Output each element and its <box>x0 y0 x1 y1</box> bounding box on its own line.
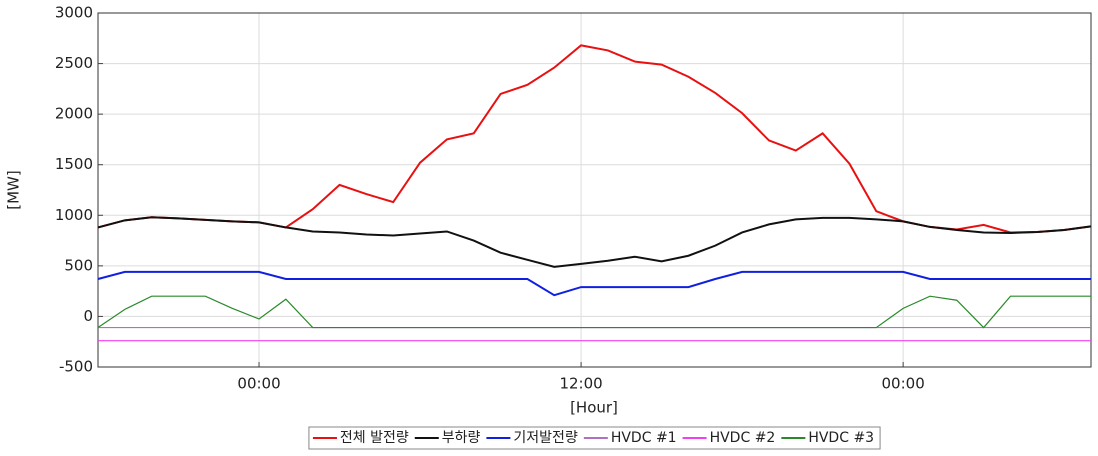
y-tick-label: 0 <box>83 307 93 325</box>
legend-label: 기저발전량 <box>513 430 578 446</box>
x-tick-label: 00:00 <box>237 375 280 393</box>
series-line <box>97 270 1091 297</box>
y-tick-label: 1000 <box>55 206 93 224</box>
y-tick-label: 500 <box>64 256 93 274</box>
y-tick-label: 1500 <box>55 155 93 173</box>
legend: 전체 발전량 부하량 기저발전량 HVDC #1 HVDC #2 HVDC #3 <box>308 426 881 450</box>
y-tick-label: 2500 <box>55 54 93 72</box>
y-tick-label: 3000 <box>55 4 93 22</box>
legend-label: HVDC #3 <box>808 430 874 446</box>
series-line <box>97 216 1092 268</box>
x-tick-label: 00:00 <box>882 375 925 393</box>
x-tick-label: 12:00 <box>559 375 602 393</box>
legend-label: HVDC #2 <box>710 430 776 446</box>
legend-label: HVDC #1 <box>611 430 677 446</box>
plot-frame <box>97 12 1092 368</box>
legend-label: 전체 발전량 <box>340 430 409 446</box>
series-line <box>97 44 1092 234</box>
legend-label: 부하량 <box>442 430 481 446</box>
x-axis-label: [Hour] <box>570 399 618 417</box>
series-line <box>97 295 1091 329</box>
y-tick-label: -500 <box>59 358 93 376</box>
y-axis-label: [MW] <box>5 170 23 209</box>
y-tick-label: 2000 <box>55 105 93 123</box>
